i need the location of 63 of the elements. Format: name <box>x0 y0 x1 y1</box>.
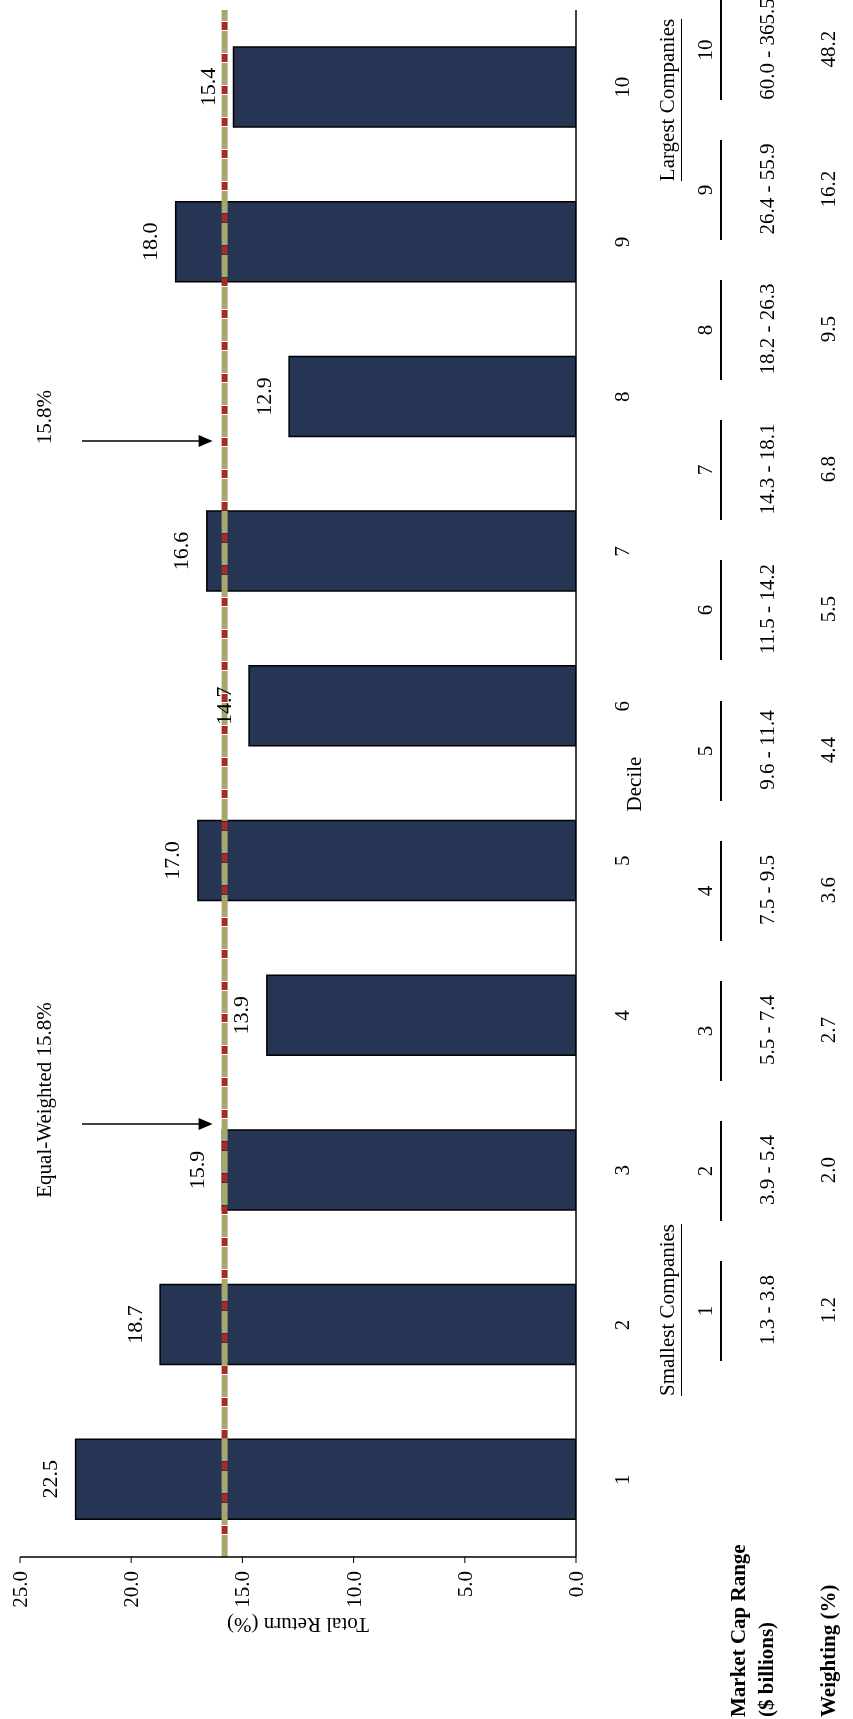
y-tick-label: 10 <box>610 76 634 98</box>
data-label: 15.4 <box>195 67 220 107</box>
data-label: 18.7 <box>121 1305 147 1344</box>
data-label: 22.5 <box>37 1460 63 1499</box>
text: 2.0 <box>814 1155 841 1185</box>
y-tick-label: 5 <box>610 855 634 867</box>
y-tick-label: 1 <box>610 1474 634 1485</box>
category-label: 4 <box>692 885 717 896</box>
text: 3.9 - 5.4 <box>753 1133 780 1207</box>
x-tick-label: 5.0 <box>452 1571 477 1598</box>
category-label: 6 <box>692 605 717 616</box>
text: Weighting (%) <box>815 1583 841 1717</box>
y-axis-title: Decile <box>620 755 647 814</box>
y-tick-label: 3 <box>610 1165 634 1176</box>
text: 9.6 - 11.4 <box>753 708 780 792</box>
y-tick-label: 2 <box>610 1319 634 1331</box>
x-tick-label: 10.0 <box>341 1571 366 1608</box>
text: 3.6 <box>814 875 841 905</box>
text: 11.5 - 14.2 <box>753 563 780 657</box>
y-tick-label: 7 <box>610 546 634 557</box>
text: Smallest Companies <box>654 1223 682 1397</box>
text: 9.5 <box>814 315 841 345</box>
annotation: 15.8% <box>31 388 57 447</box>
text: 26.4 - 55.9 <box>753 142 780 237</box>
text: 4.4 <box>814 735 841 765</box>
category-label: 3 <box>692 1025 717 1037</box>
x-axis-title: Total Return (%) <box>226 1612 370 1640</box>
text: 6.8 <box>814 455 841 485</box>
category-label: 2 <box>692 1165 717 1177</box>
text: 1.2 <box>814 1295 841 1326</box>
text: 5.5 <box>814 595 841 625</box>
x-tick-label: 0.0 <box>564 1571 588 1598</box>
category-label: 1 <box>692 1305 717 1317</box>
y-tick-label: 8 <box>610 391 634 402</box>
x-tick-label: 20.0 <box>119 1571 144 1608</box>
y-tick-label: 6 <box>610 700 634 712</box>
text: Market Cap Range ($ billions) <box>725 1543 779 1717</box>
data-label: 14.7 <box>210 686 236 726</box>
text: 48.2 <box>814 29 841 70</box>
y-tick-label: 4 <box>610 1009 634 1021</box>
data-label: 15.9 <box>183 1150 209 1190</box>
category-label: 8 <box>692 324 717 336</box>
text: Largest Companies <box>654 18 682 182</box>
annotation: Equal-Weighted 15.8% <box>31 1001 57 1200</box>
x-tick-label: 25.0 <box>8 1571 32 1608</box>
category-label: 9 <box>692 184 717 196</box>
text: 18.2 - 26.3 <box>753 282 780 377</box>
text: 14.3 - 18.1 <box>753 422 780 517</box>
text: 7.5 - 9.5 <box>753 853 780 927</box>
text: 2.7 <box>814 1015 841 1045</box>
category-label: 7 <box>692 465 717 476</box>
x-tick-label: 15.0 <box>230 1571 255 1608</box>
data-label: 17.0 <box>159 841 185 880</box>
data-label: 12.9 <box>250 377 276 416</box>
text: 1.3 - 3.8 <box>753 1274 780 1347</box>
data-label: 16.6 <box>168 531 194 571</box>
y-tick-label: 9 <box>610 236 634 248</box>
category-label: 5 <box>692 745 717 756</box>
text: 16.2 <box>814 169 841 210</box>
category-label: 10 <box>692 39 717 61</box>
data-label: 13.9 <box>228 995 254 1035</box>
data-label: 18.0 <box>137 222 163 261</box>
text: 5.5 - 7.4 <box>753 993 780 1067</box>
